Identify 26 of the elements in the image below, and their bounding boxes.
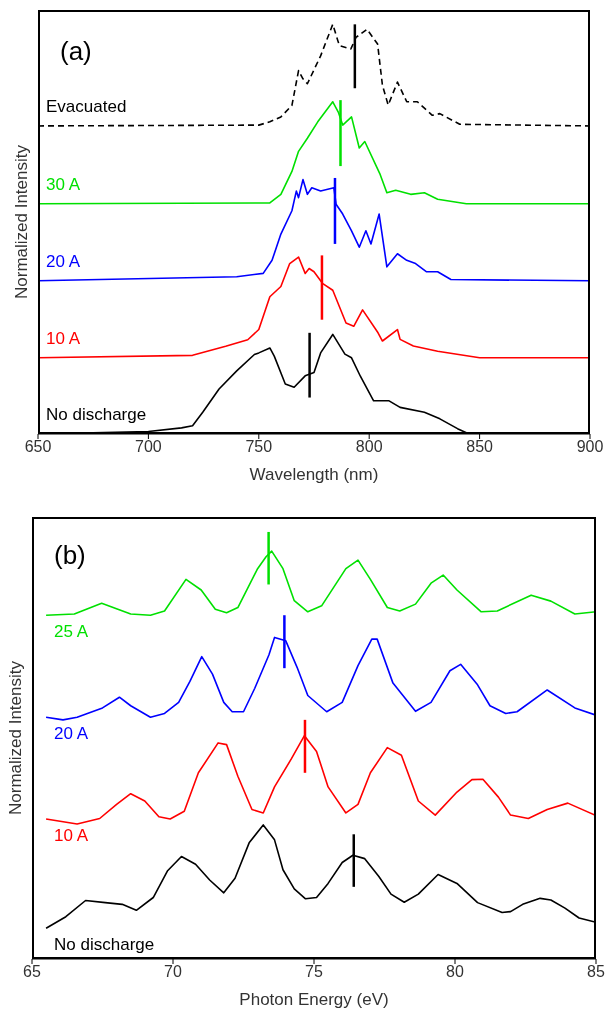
x-axis-title: Wavelength (nm) <box>249 465 379 484</box>
x-tick-label: 70 <box>164 963 182 981</box>
x-tick-label: 800 <box>355 438 383 456</box>
y-axis-title: Normalized Intensity <box>6 660 26 815</box>
series-label: 30 A <box>46 174 81 194</box>
series-label: 25 A <box>54 622 89 642</box>
series-label: 10 A <box>46 328 81 348</box>
x-tick-label: 750 <box>245 438 273 456</box>
x-tick-label: 85 <box>587 963 605 981</box>
series-label: No discharge <box>54 935 155 955</box>
x-tick-label: 65 <box>23 963 41 981</box>
series-label: 10 A <box>54 825 89 845</box>
x-tick-label: 75 <box>305 963 323 981</box>
series-label: No discharge <box>46 405 147 424</box>
y-axis-title: Normalized Intensity <box>12 144 32 299</box>
x-tick-label: 900 <box>576 438 604 456</box>
series-label: Evacuated <box>46 96 127 116</box>
chart-title: (b) <box>54 540 86 571</box>
text: (a) <box>60 36 92 67</box>
series-label: 20 A <box>54 724 89 744</box>
x-tick-label: 700 <box>135 438 162 456</box>
series-label: 20 A <box>46 251 81 271</box>
x-tick-label: 80 <box>446 963 464 981</box>
x-tick-label: 850 <box>466 438 494 456</box>
x-axis-title: Photon Energy (eV) <box>239 990 389 1009</box>
x-tick-label: 650 <box>24 438 52 456</box>
